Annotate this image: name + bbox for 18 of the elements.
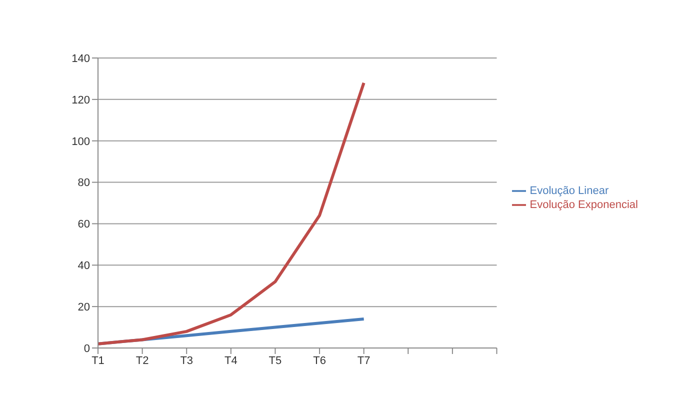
legend-label: Evolução Exponencial [530,198,638,211]
y-tick-label: 0 [84,342,90,355]
y-tick-label: 60 [78,218,90,231]
line-series [96,81,366,346]
y-tick-label: 120 [72,94,90,106]
x-tick-label: T3 [180,354,194,367]
x-tick-label: T6 [313,354,326,367]
y-tick-label: 40 [78,260,90,272]
y-tick-label: 100 [72,136,90,148]
y-tick-label: 20 [78,301,90,314]
y-tick-label: 140 [72,52,90,65]
x-tick-label: T7 [357,354,370,367]
y-tick-label: 80 [78,177,90,190]
x-tick-label: T2 [136,354,149,367]
x-tick-label: T5 [268,354,282,367]
x-tick-label: T1 [92,354,104,367]
x-tick-label: T4 [224,354,238,367]
legend-label: Evolução Linear [530,184,609,197]
